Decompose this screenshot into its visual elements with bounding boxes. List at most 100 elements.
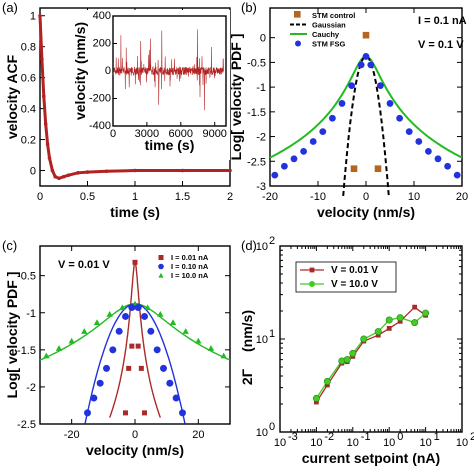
x-tick-label: 10 [347,437,359,449]
y-axis-unit: (nm/s) [239,310,255,352]
legend-label: I = 0.01 nA [171,253,209,262]
y-axis-label: Log[ velocity PDF ] [4,272,20,399]
inset-x-axis-label: time (s) [145,137,195,153]
x-tick-label: 10 [456,437,468,449]
x-tick-label: 10 [408,191,420,203]
legend-label: I = 0.10 nA [171,262,209,271]
panel-b: -20 -10 0 10 20 -3 -2.5 -2 -1.5 -1 -0.5 0 (b) velocit… [228,0,468,220]
x-tick-label: -20 [64,429,80,441]
y-tick-label: -1.5 [247,107,266,119]
y-tick-label: -2 [26,382,36,394]
stm-fsg-point [300,147,307,155]
y-tick-exponent: 2 [269,235,275,247]
inset-y-tick-label: -400 [89,120,111,132]
panel-label: (b) [241,0,257,15]
point-0.10nA [147,327,155,335]
point-0.10nA [179,409,186,417]
stm-fsg-point [348,82,355,90]
legend-marker-10V [309,281,315,287]
stm-fsg-point [329,114,336,122]
point-10V [411,319,419,327]
acf-point [61,174,66,179]
inset-y-tick-label: 200 [93,38,111,50]
stm-fsg-point [405,128,413,136]
acf-point [133,168,137,173]
inset-x-tick-label: 9000 [202,128,226,140]
y-tick-label: 0 [30,166,36,178]
point-10nA [119,304,126,311]
legend-marker-0.01nA [158,255,164,260]
point-10nA [81,328,88,334]
legend-label: STM control [312,11,355,20]
stm-fsg-point [396,114,403,122]
inset-y-tick-label: 400 [93,10,111,22]
x-axis-label: velocity (nm/s) [86,442,184,458]
point-10V [312,394,320,402]
x-tick-label: 0 [37,191,43,203]
x-tick-exponent: 2 [470,431,474,443]
point-0.10nA [90,394,98,402]
point-10nA [182,328,189,334]
stm-fsg-point [377,82,384,90]
inset-y-axis-label: velocity (nm/s) [72,22,88,120]
y-axis-label: velocity ACF [4,54,20,139]
point-0.10nA [122,312,129,320]
stm-control-point [374,165,382,172]
point-10V [360,335,368,343]
point-0.01nA [135,343,141,349]
y-tick-label: -3 [256,181,266,193]
point-0.01V [314,399,319,405]
point-0.10nA [109,346,117,354]
y-tick-label: -1.5 [17,345,36,357]
stm-fsg-point [386,100,394,107]
stm-fsg-point [357,61,365,69]
inset-x-tick-label: 0 [110,128,116,140]
point-0.01nA [126,365,132,371]
y-tick-exponent: 1 [269,328,275,340]
acf-point [38,13,42,18]
point-10V [422,309,430,317]
y-tick-label: 0.2 [21,135,36,147]
point-10nA [220,352,227,359]
panel-label: (a) [2,0,18,15]
acf-point [50,168,55,173]
annotation-current: I = 0.1 nA [418,15,467,27]
x-axis-label: time (s) [110,204,160,220]
point-10nA [68,337,75,344]
stm-fsg-point [362,53,370,60]
stm-fsg-point [290,155,298,163]
point-0.10nA [96,379,104,387]
y-tick-label: -0.5 [17,271,36,283]
y-tick-label: 0.4 [21,104,36,116]
point-10V [374,328,382,336]
point-0.01nA [129,343,135,349]
x-axis-label: velocity (nm/s) [317,204,415,220]
x-tick-exponent: -3 [288,431,298,443]
panel-a: 0 0.5 1 1.5 2 0 0.2 0.4 0.6 0.8 1 (a) time (s) veloci… [2,0,233,220]
legend-marker-10nA [158,272,164,278]
point-0.01nA [123,410,128,416]
stm-fsg-point [319,128,327,136]
x-tick-exponent: -2 [324,431,334,443]
point-10nA [106,311,113,317]
annotation-voltage: V = 0.01 V [58,259,110,271]
inset-x-tick-label: 6000 [169,128,193,140]
y-tick-label: 0.8 [21,42,36,54]
stm-fsg-point [281,162,288,170]
legend-label: Gaussian [312,21,346,30]
annotation-voltage: V = 0.1 V [418,39,464,51]
point-0.01V [324,382,330,388]
stm-control-point [362,31,370,39]
x-axis-label: current setpoint (nA) [302,450,440,466]
point-10nA [43,352,50,359]
y-tick-label: 10 [256,334,268,346]
x-tick-exponent: 1 [434,431,440,443]
x-tick-label: 0 [363,191,369,203]
point-0.01V [397,318,403,324]
stm-fsg-point [425,147,432,155]
point-0.10nA [166,379,174,387]
x-tick-label: 10 [274,437,286,449]
point-10nA [55,345,63,351]
point-10nA [157,311,164,317]
